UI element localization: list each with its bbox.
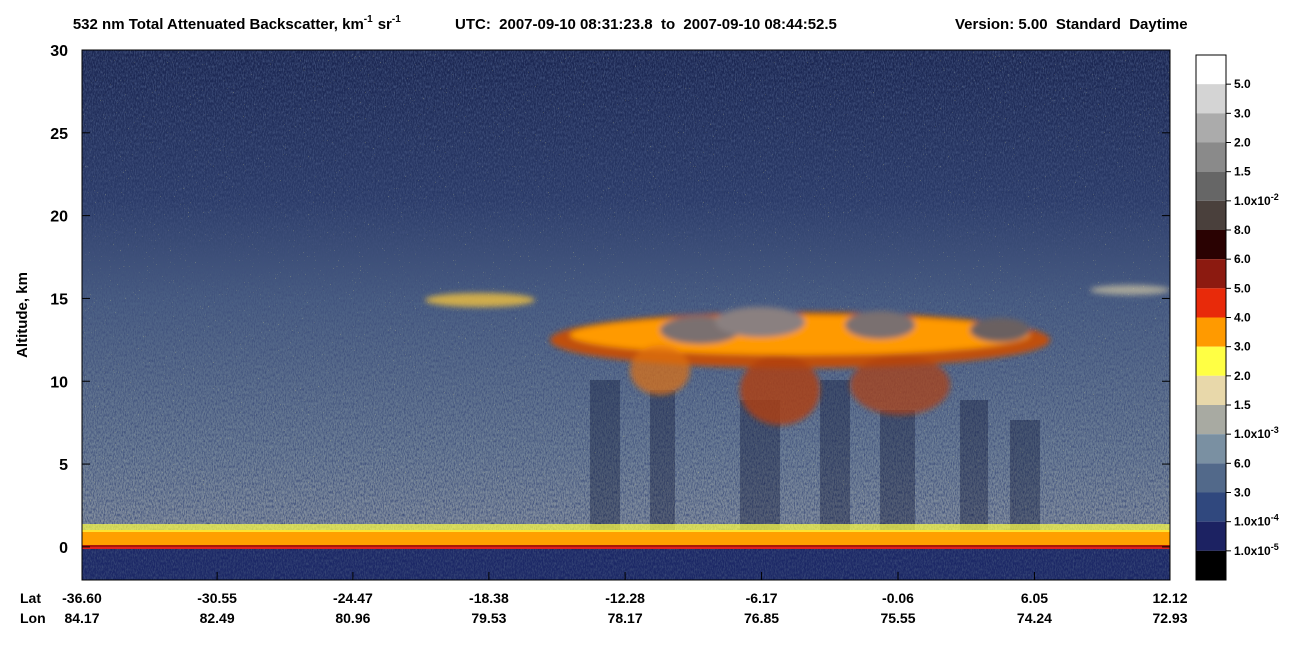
lat-tick-label: -18.38: [469, 590, 509, 606]
colorbar-label: 2.0: [1234, 369, 1251, 383]
lon-tick-label: 84.17: [64, 610, 99, 626]
lat-tick-label: -30.55: [197, 590, 237, 606]
colorbar-swatch: [1196, 434, 1226, 464]
colorbar-label: 5.0: [1234, 77, 1251, 91]
colorbar-swatch: [1196, 259, 1226, 289]
colorbar-swatch: [1196, 288, 1226, 318]
y-tick-label: 0: [59, 540, 68, 557]
x-row-label: Lon: [20, 610, 46, 626]
colorbar-swatch: [1196, 55, 1226, 85]
lon-tick-label: 78.17: [608, 610, 643, 626]
backscatter-image: [82, 50, 1170, 580]
colorbar-label-base: 1.0x10: [1234, 427, 1271, 441]
colorbar-label: 1.5: [1234, 398, 1251, 412]
title-main: 532 nm Total Attenuated Backscatter, km: [73, 16, 364, 33]
colorbar-label-exp: -4: [1271, 513, 1279, 523]
colorbar-label: 4.0: [1234, 311, 1251, 325]
colorbar-label-exp: -3: [1271, 425, 1279, 435]
colorbar-swatch: [1196, 521, 1226, 551]
chart-title: 532 nm Total Attenuated Backscatter, km-…: [52, 9, 413, 33]
lat-tick-label: -6.17: [746, 590, 778, 606]
lat-tick-label: -36.60: [62, 590, 102, 606]
colorbar-label: 1.0x10-2: [1234, 192, 1279, 208]
colorbar-swatch: [1196, 550, 1226, 580]
y-tick-label: 30: [50, 43, 68, 60]
lon-tick-label: 74.24: [1017, 610, 1052, 626]
y-tick-label: 20: [50, 209, 68, 226]
colorbar-label: 6.0: [1234, 456, 1251, 470]
lat-tick-label: 12.12: [1152, 590, 1187, 606]
lon-tick-label: 80.96: [335, 610, 370, 626]
plot-frame: [81, 49, 1171, 581]
colorbar-swatch: [1196, 463, 1226, 493]
lon-tick-label: 79.53: [471, 610, 506, 626]
lat-tick-label: 6.05: [1021, 590, 1048, 606]
colorbar-swatch: [1196, 142, 1226, 172]
colorbar-swatch: [1196, 317, 1226, 347]
colorbar-label-base: 1.0x10: [1234, 544, 1271, 558]
colorbar-label-base: 1.0x10: [1234, 515, 1271, 529]
y-tick-label: 5: [59, 457, 68, 474]
x-row-label: Lat: [20, 590, 41, 606]
colorbar-swatch: [1196, 200, 1226, 230]
colorbar-label: 1.5: [1234, 165, 1251, 179]
colorbar-swatch: [1196, 492, 1226, 522]
colorbar-swatch: [1196, 113, 1226, 143]
colorbar-swatch: [1196, 346, 1226, 376]
colorbar-swatch: [1196, 375, 1226, 405]
lat-tick-label: -0.06: [882, 590, 914, 606]
version: Version: 5.00 Standard Daytime: [955, 16, 1188, 33]
colorbar-label: 6.0: [1234, 252, 1251, 266]
colorbar-label-exp: -5: [1271, 542, 1279, 552]
colorbar-label-base: 1.0x10: [1234, 194, 1271, 208]
time-range: UTC: 2007-09-10 08:31:23.8 to 2007-09-10…: [455, 16, 837, 33]
colorbar-label: 1.0x10-5: [1234, 542, 1279, 558]
y-tick-label: 25: [50, 126, 68, 143]
lon-tick-label: 82.49: [200, 610, 235, 626]
title-unit: sr: [378, 16, 392, 33]
lon-tick-label: 75.55: [880, 610, 915, 626]
colorbar-swatch: [1196, 405, 1226, 435]
lon-tick-label: 76.85: [744, 610, 779, 626]
colorbar-label: 8.0: [1234, 223, 1251, 237]
colorbar-swatch: [1196, 171, 1226, 201]
colorbar-label: 3.0: [1234, 486, 1251, 500]
colorbar-label: 1.0x10-4: [1234, 513, 1279, 529]
colorbar-label: 2.0: [1234, 136, 1251, 150]
lon-tick-label: 72.93: [1152, 610, 1187, 626]
y-tick-label: 10: [50, 374, 68, 391]
colorbar-label: 1.0x10-3: [1234, 425, 1279, 441]
y-tick-label: 15: [50, 291, 68, 308]
lat-tick-label: -12.28: [605, 590, 645, 606]
title-exp: -1: [392, 14, 401, 25]
y-axis-label: Altitude, km: [14, 272, 31, 358]
title-exp: -1: [364, 14, 373, 25]
colorbar-label-exp: -2: [1271, 192, 1279, 202]
lat-tick-label: -24.47: [333, 590, 373, 606]
colorbar-swatch: [1196, 84, 1226, 114]
colorbar-label: 3.0: [1234, 106, 1251, 120]
colorbar-label: 5.0: [1234, 281, 1251, 295]
colorbar-label: 3.0: [1234, 340, 1251, 354]
colorbar-swatch: [1196, 230, 1226, 260]
